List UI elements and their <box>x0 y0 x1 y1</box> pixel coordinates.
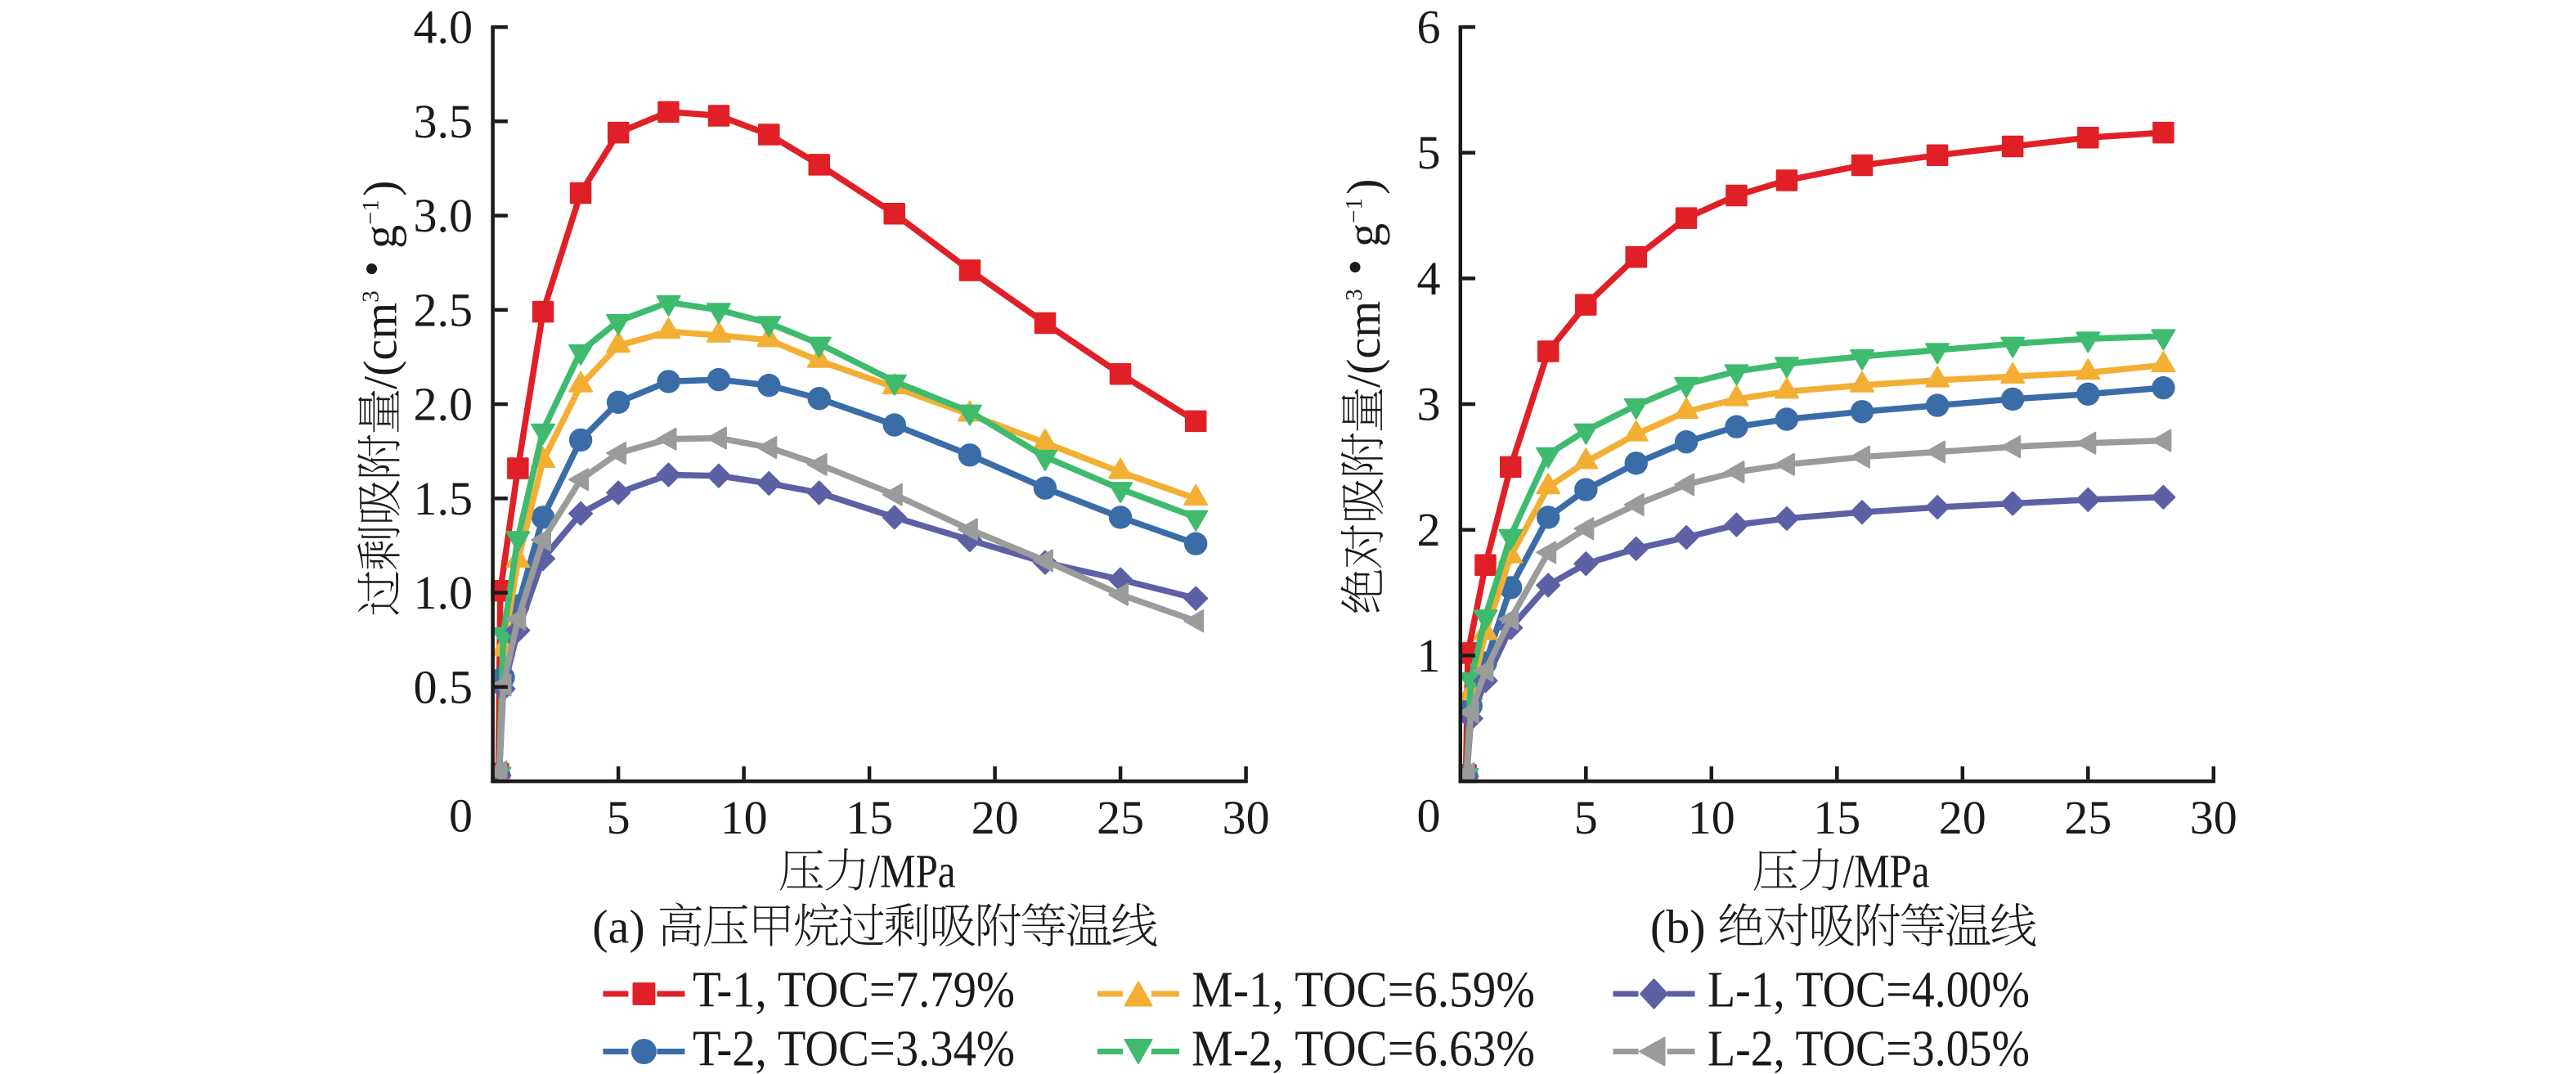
svg-text:/MPa: /MPa <box>1843 845 1930 898</box>
svg-text:g: g <box>354 225 407 249</box>
svg-text:6: 6 <box>1417 1 1441 54</box>
svg-text:3.0: 3.0 <box>414 189 473 242</box>
svg-text:2.0: 2.0 <box>414 378 473 431</box>
svg-text:0: 0 <box>1417 789 1441 843</box>
svg-text:(b): (b) <box>1650 901 1706 954</box>
svg-text:25: 25 <box>2064 791 2112 844</box>
svg-text:T-1, TOC=7.79%: T-1, TOC=7.79% <box>693 962 1015 1018</box>
svg-text:M-2, TOC=6.63%: M-2, TOC=6.63% <box>1192 1021 1535 1074</box>
svg-text:): ) <box>1337 178 1390 194</box>
svg-text:/(cm: /(cm <box>354 303 407 389</box>
svg-text:g: g <box>1337 223 1390 247</box>
svg-text:0.5: 0.5 <box>414 660 473 713</box>
svg-text:3.5: 3.5 <box>414 95 473 148</box>
svg-text:2: 2 <box>1417 503 1441 556</box>
svg-text:15: 15 <box>846 791 893 844</box>
svg-text:−1: −1 <box>1341 198 1367 223</box>
svg-text:−1: −1 <box>358 200 384 225</box>
svg-text:): ) <box>354 180 407 195</box>
svg-text:/(cm: /(cm <box>1337 301 1390 388</box>
svg-text:L-2, TOC=3.05%: L-2, TOC=3.05% <box>1708 1021 2030 1074</box>
svg-text:L-1, TOC=4.00%: L-1, TOC=4.00% <box>1708 962 2030 1018</box>
svg-text:15: 15 <box>1813 791 1860 844</box>
svg-text:30: 30 <box>2190 791 2237 844</box>
svg-text:1.0: 1.0 <box>414 566 473 619</box>
svg-text:1.5: 1.5 <box>414 472 473 525</box>
svg-text:5: 5 <box>1417 126 1441 179</box>
svg-text:(a): (a) <box>592 901 644 954</box>
svg-text:25: 25 <box>1097 791 1144 844</box>
svg-text:5: 5 <box>1574 791 1598 844</box>
svg-text:T-2, TOC=3.34%: T-2, TOC=3.34% <box>693 1021 1015 1074</box>
svg-text:M-1, TOC=6.59%: M-1, TOC=6.59% <box>1192 962 1535 1018</box>
svg-text:30: 30 <box>1223 791 1270 844</box>
svg-text:20: 20 <box>972 791 1019 844</box>
svg-text:0: 0 <box>449 789 473 843</box>
svg-text:4.0: 4.0 <box>414 1 473 54</box>
svg-text:/MPa: /MPa <box>869 845 956 898</box>
svg-text:3: 3 <box>1417 378 1441 431</box>
svg-text:2.5: 2.5 <box>414 283 473 336</box>
svg-text:20: 20 <box>1939 791 1986 844</box>
svg-text:1: 1 <box>1417 629 1441 682</box>
svg-text:3: 3 <box>358 290 384 303</box>
svg-text:5: 5 <box>607 791 631 844</box>
svg-text:4: 4 <box>1417 252 1441 305</box>
svg-text:10: 10 <box>720 791 768 844</box>
svg-text:10: 10 <box>1688 791 1735 844</box>
svg-text:3: 3 <box>1341 289 1367 301</box>
